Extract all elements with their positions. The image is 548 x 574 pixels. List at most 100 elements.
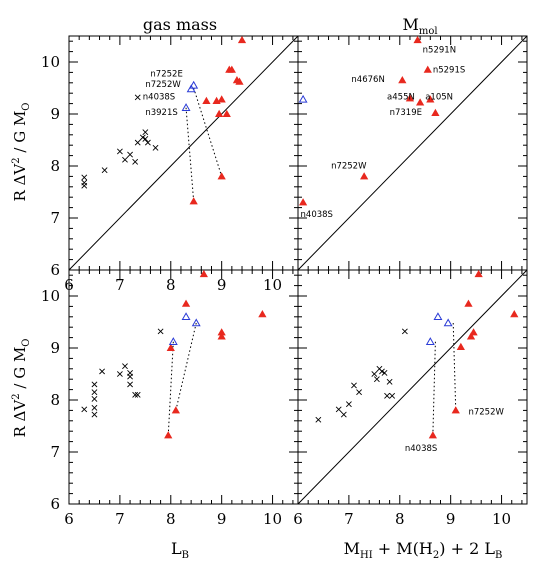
red-triangle-point (474, 270, 483, 278)
red-triangle-point (428, 431, 437, 439)
panel-title-gas-mass: gas mass (143, 15, 217, 34)
y-tick-label: 8 (50, 157, 60, 175)
red-triangle-point (258, 309, 267, 318)
cross-stroke (81, 406, 88, 413)
cross-stroke (116, 148, 123, 155)
cross-stroke (134, 139, 141, 146)
cross-stroke (351, 382, 357, 389)
svg-text:R ΔV2 / G MO: R ΔV2 / G MO (11, 338, 32, 437)
red-triangle-point (398, 75, 407, 84)
cross-point (335, 406, 342, 413)
cross-stroke (373, 376, 380, 383)
svg-text:R ΔV2 / G MO: R ΔV2 / G MO (11, 102, 32, 201)
cross-point (379, 368, 385, 375)
cross-point (340, 411, 347, 418)
blue-triangle-point (425, 337, 435, 345)
point-label: n5291S (433, 65, 465, 75)
cross-stroke (386, 378, 393, 385)
x-axis-label-right: MHI + M(H2) + 2 LB (344, 539, 503, 561)
y-axis-label-mid: / G M (11, 111, 29, 158)
x-tick-label: 7 (344, 510, 354, 528)
point-label: n7252W (331, 162, 367, 172)
x-axis-label-right-part3: ) + 2 L (439, 539, 495, 558)
point-label: n7319E (390, 108, 422, 118)
cross-point (315, 416, 322, 423)
cross-stroke (127, 373, 133, 380)
panel-bottom_left: 6 7 8 9 10 6 7 8 9 10 (41, 269, 299, 528)
cross-point (127, 381, 133, 388)
red-triangle-point (227, 65, 236, 73)
cross-point (134, 139, 141, 146)
x-tick-label: 7 (115, 276, 125, 294)
red-triangle-point (235, 77, 244, 85)
x-axis-label-right-sub1: HI (360, 550, 373, 561)
cross-point (373, 376, 380, 383)
dotted-connector (193, 87, 223, 177)
one-to-one-line (298, 36, 527, 270)
blue-triangle-point (443, 318, 453, 327)
panel-data (81, 270, 267, 439)
cross-stroke (152, 144, 159, 151)
blue-triangle-point (433, 312, 443, 320)
blue-triangle-point (168, 337, 178, 345)
y-axis-label-top: R ΔV2 / G MO (11, 102, 32, 201)
red-triangle-point (416, 98, 425, 106)
dotted-connector (452, 323, 457, 411)
cross-stroke (356, 389, 362, 396)
point-label: n4038S (405, 444, 437, 454)
cross-stroke (379, 368, 385, 375)
cross-point (157, 328, 164, 335)
cross-stroke (91, 411, 98, 418)
red-triangle-point (217, 172, 226, 180)
point-label: n7252W (145, 80, 181, 90)
red-triangle-point (171, 406, 180, 414)
cross-point (81, 174, 88, 181)
cross-point (116, 371, 123, 377)
y-tick-label: 9 (50, 105, 60, 123)
point-label: a105N (425, 92, 453, 102)
panel-data (298, 36, 527, 270)
point-label: n7252W (468, 408, 504, 418)
cross-stroke (91, 381, 98, 388)
cross-point (384, 392, 390, 399)
cross-stroke (134, 94, 141, 101)
cross-point (127, 373, 133, 380)
cross-point (142, 136, 149, 142)
red-triangle-point (166, 343, 175, 352)
point-label: n4038S (301, 210, 333, 220)
cross-point (127, 151, 133, 158)
x-tick-label: 8 (166, 276, 176, 294)
cross-point (152, 144, 159, 151)
x-tick-label: 10 (492, 510, 511, 528)
cross-stroke (91, 389, 98, 396)
red-triangle-point (466, 332, 476, 340)
x-axis-label-right-part1: M (344, 539, 360, 558)
cross-point (134, 391, 141, 398)
red-triangle-point (215, 109, 224, 117)
one-to-one-line (69, 36, 298, 270)
cross-stroke (381, 370, 388, 376)
red-triangle-point (426, 95, 435, 103)
cross-stroke (345, 401, 352, 408)
cross-point (345, 401, 352, 408)
red-triangle-point (189, 197, 198, 205)
x-axis-label-right-sub3: B (495, 550, 502, 561)
y-axis-label-mid: / G M (11, 347, 29, 394)
cross-point (81, 179, 88, 186)
panels-layer: 6 7 8 9 10678910n7252En7252Wn4038Sn3921Sn529… (41, 35, 528, 528)
red-triangle-point (456, 342, 465, 350)
x-axis-label-right-part2: + M(H (373, 539, 433, 558)
cross-stroke (127, 381, 133, 388)
red-triangle-point (202, 96, 211, 104)
x-axis-label-left-main: L (171, 539, 182, 558)
cross-stroke (142, 129, 149, 136)
red-triangle-point (360, 172, 369, 180)
y-tick-label: 6 (50, 495, 60, 513)
cross-point (144, 139, 151, 146)
blue-triangle-point (298, 94, 308, 103)
y-axis-label-sub: O (21, 102, 32, 110)
y-axis-label-main: R ΔV (11, 399, 29, 438)
red-triangle-point (237, 36, 247, 44)
cross-stroke (134, 391, 141, 398)
